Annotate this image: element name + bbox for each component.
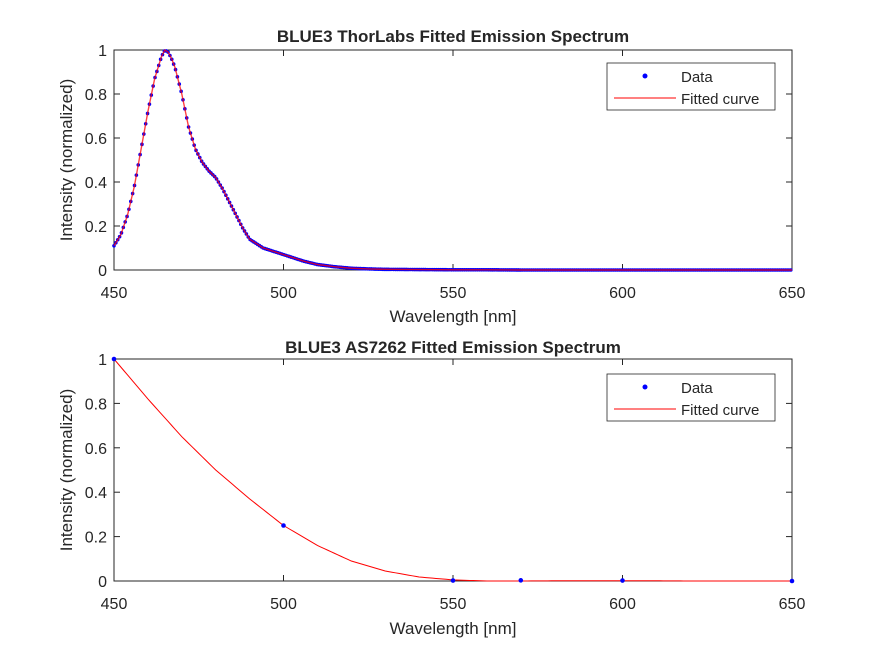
y-tick-label: 1 — [98, 352, 107, 369]
legend: Data Fitted curve — [606, 62, 776, 111]
y-tick-label: 0.6 — [85, 441, 107, 458]
legend-data-label: Data — [681, 69, 713, 86]
data-point — [789, 578, 795, 584]
x-tick-label: 650 — [779, 285, 806, 302]
y-tick-label: 0 — [98, 574, 107, 591]
chart-thorlabs: BLUE3 ThorLabs Fitted Emission Spectrum … — [57, 27, 805, 326]
legend-box — [606, 373, 776, 422]
x-axis-label: Wavelength [nm] — [390, 619, 517, 638]
y-tick-label: 0 — [98, 263, 107, 280]
series-layer — [112, 48, 793, 272]
x-tick-label: 450 — [101, 285, 128, 302]
x-axis-label: Wavelength [nm] — [390, 307, 517, 326]
y-tick-label: 0.4 — [85, 175, 107, 192]
y-tick-label: 1 — [98, 43, 107, 60]
y-tick-label: 0.8 — [85, 396, 107, 413]
data-point — [281, 523, 286, 528]
data-point — [620, 578, 625, 583]
y-tick-label: 0.4 — [85, 485, 107, 502]
x-tick-label: 600 — [609, 596, 636, 613]
x-tick-label: 550 — [440, 285, 467, 302]
data-point — [518, 578, 524, 583]
y-axis-label: Intensity (normalized) — [57, 389, 76, 552]
chart-as7262: BLUE3 AS7262 Fitted Emission Spectrum 45… — [57, 338, 805, 638]
series-layer — [111, 356, 795, 584]
chart-title: BLUE3 ThorLabs Fitted Emission Spectrum — [277, 27, 629, 46]
y-ticks: 0 0.2 0.4 0.6 0.8 1 — [85, 43, 792, 280]
legend-box — [606, 62, 776, 111]
legend-data-marker — [642, 73, 648, 79]
data-point — [450, 578, 456, 583]
x-tick-label: 650 — [779, 596, 806, 613]
x-ticks: 450 500 550 600 650 — [101, 50, 806, 302]
y-ticks: 0 0.2 0.4 0.6 0.8 1 — [85, 352, 792, 591]
y-tick-label: 0.2 — [85, 530, 107, 547]
x-tick-label: 450 — [101, 596, 128, 613]
legend-fit-label: Fitted curve — [681, 91, 759, 108]
x-tick-label: 500 — [270, 596, 297, 613]
chart-title: BLUE3 AS7262 Fitted Emission Spectrum — [285, 338, 621, 357]
x-ticks: 450 500 550 600 650 — [101, 359, 806, 613]
x-tick-label: 550 — [440, 596, 467, 613]
y-tick-label: 0.6 — [85, 131, 107, 148]
legend: Data Fitted curve — [606, 373, 776, 422]
data-point — [111, 356, 117, 362]
legend-fit-label: Fitted curve — [681, 402, 759, 419]
y-tick-label: 0.8 — [85, 87, 107, 104]
y-axis-label: Intensity (normalized) — [57, 79, 76, 242]
x-tick-label: 500 — [270, 285, 297, 302]
y-tick-label: 0.2 — [85, 219, 107, 236]
fitted-curve — [113, 48, 792, 271]
legend-data-marker — [642, 384, 648, 390]
x-tick-label: 600 — [609, 285, 636, 302]
legend-data-label: Data — [681, 380, 713, 397]
